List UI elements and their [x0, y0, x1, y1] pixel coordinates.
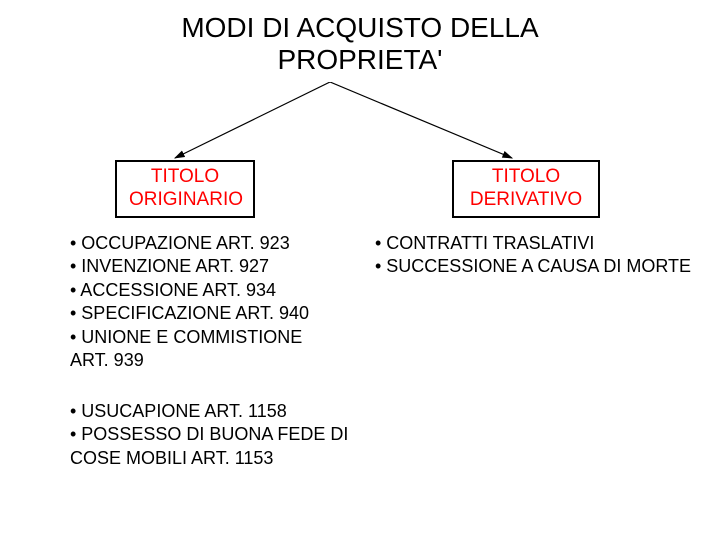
box-right-line-2: DERIVATIVO: [470, 189, 582, 210]
list-item: • OCCUPAZIONE ART. 923: [70, 232, 350, 255]
box-titolo-originario: TITOLO ORIGINARIO: [115, 160, 255, 218]
arrow-left: [175, 82, 330, 158]
list-originario-1: • OCCUPAZIONE ART. 923• INVENZIONE ART. …: [70, 232, 350, 372]
list-item: • UNIONE E COMMISTIONE: [70, 326, 350, 349]
box-titolo-derivativo: TITOLO DERIVATIVO: [452, 160, 600, 218]
box-left-line-2: ORIGINARIO: [129, 189, 243, 210]
list-derivativo: • CONTRATTI TRASLATIVI• SUCCESSIONE A CA…: [375, 232, 715, 279]
arrow-right: [330, 82, 512, 158]
branch-arrows: [0, 82, 720, 172]
box-left-line-1: TITOLO: [151, 166, 219, 187]
list-item: • POSSESSO DI BUONA FEDE DI: [70, 423, 370, 446]
list-item: • INVENZIONE ART. 927: [70, 255, 350, 278]
title-line-2: PROPRIETA': [277, 44, 442, 75]
list-item: COSE MOBILI ART. 1153: [70, 447, 370, 470]
list-item: ART. 939: [70, 349, 350, 372]
title-line-1: MODI DI ACQUISTO DELLA: [181, 12, 538, 43]
list-item: • ACCESSIONE ART. 934: [70, 279, 350, 302]
list-item: • USUCAPIONE ART. 1158: [70, 400, 370, 423]
list-originario-2: • USUCAPIONE ART. 1158• POSSESSO DI BUON…: [70, 400, 370, 470]
list-item: • SPECIFICAZIONE ART. 940: [70, 302, 350, 325]
box-right-line-1: TITOLO: [492, 166, 560, 187]
page-title: MODI DI ACQUISTO DELLA PROPRIETA': [0, 12, 720, 76]
list-item: • CONTRATTI TRASLATIVI: [375, 232, 715, 255]
list-item: • SUCCESSIONE A CAUSA DI MORTE: [375, 255, 715, 278]
